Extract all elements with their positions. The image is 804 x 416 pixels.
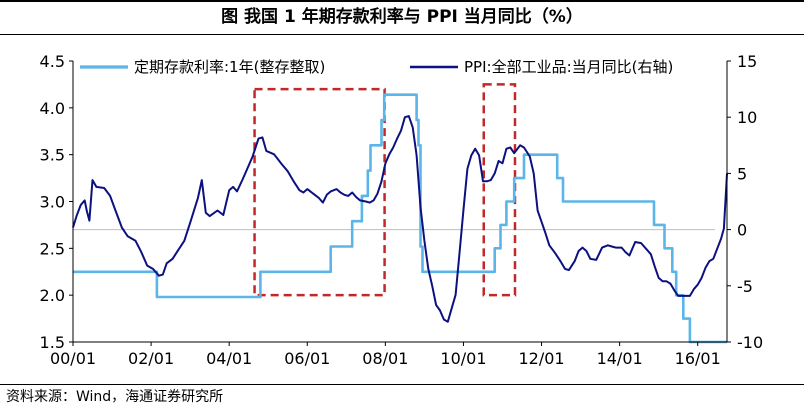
- left-tick-label: 1.5: [40, 333, 65, 352]
- series-layer: [72, 93, 728, 344]
- right-tick-label: 10: [737, 108, 757, 127]
- title-top-rule: [0, 0, 804, 2]
- legend: 定期存款利率:1年(整存整取) PPI:全部工业品:当月同比(右轴): [80, 58, 673, 76]
- line-chart: 1.5 2.0 2.5 3.0 3.5 4.0 4.5 -10 -5 0 5 10 15 00/01 02/…: [40, 52, 764, 368]
- axis-layer: 1.5 2.0 2.5 3.0 3.5 4.0 4.5 -10 -5 0 5 10 15 00/01 02/…: [40, 52, 764, 368]
- left-tick-label: 4.0: [40, 99, 65, 118]
- source-top-rule: [0, 384, 804, 385]
- x-tick-label: 04/01: [206, 349, 252, 368]
- x-tick-label: 16/01: [675, 349, 721, 368]
- x-tick-label: 14/01: [597, 349, 643, 368]
- chart-title: 图 我国 1 年期存款利率与 PPI 当月同比（%）: [221, 7, 583, 27]
- right-tick-label: 5: [737, 164, 747, 183]
- left-tick-label: 2.0: [40, 286, 65, 305]
- ppi-line: [72, 115, 728, 323]
- right-tick-label: -5: [737, 277, 753, 296]
- left-tick-label: 2.5: [40, 239, 65, 258]
- legend-deposit-rate-label: 定期存款利率:1年(整存整取): [134, 58, 325, 76]
- x-tick-label: 00/01: [50, 349, 96, 368]
- right-tick-label: 15: [737, 52, 757, 71]
- highlight-box: [253, 87, 386, 297]
- right-tick-label: -10: [737, 333, 763, 352]
- x-tick-label: 10/01: [440, 349, 486, 368]
- x-tick-label: 08/01: [362, 349, 408, 368]
- left-tick-label: 3.5: [40, 146, 65, 165]
- x-tick-label: 12/01: [518, 349, 564, 368]
- source-note: 资料来源：Wind，海通证券研究所: [6, 389, 224, 405]
- legend-ppi-label: PPI:全部工业品:当月同比(右轴): [464, 58, 673, 76]
- highlight-box: [482, 83, 517, 297]
- right-tick-label: 0: [737, 221, 747, 240]
- title-bottom-rule: [0, 34, 804, 35]
- x-tick-label: 06/01: [284, 349, 330, 368]
- x-tick-label: 02/01: [128, 349, 174, 368]
- left-tick-label: 3.0: [40, 193, 65, 212]
- left-tick-label: 4.5: [40, 52, 65, 71]
